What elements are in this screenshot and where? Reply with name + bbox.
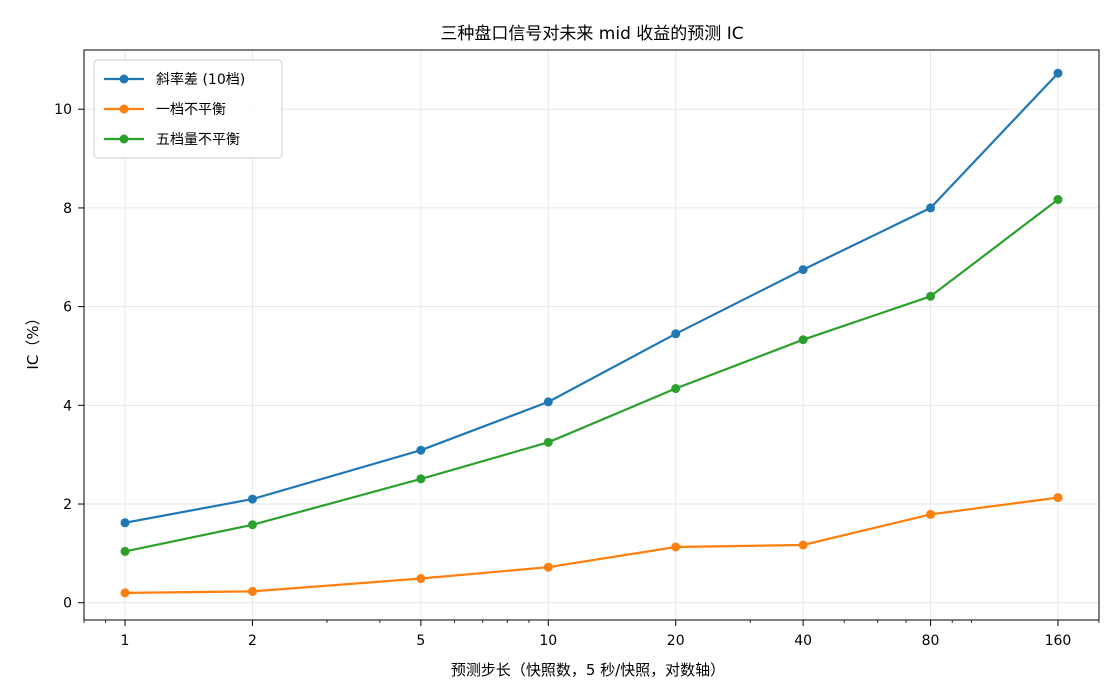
x-tick-label: 20 <box>667 633 685 649</box>
data-point <box>120 588 130 598</box>
legend-label: 一档不平衡 <box>156 102 226 118</box>
data-point <box>1053 68 1063 78</box>
legend-marker <box>119 134 129 144</box>
data-point <box>798 540 808 550</box>
series-1 <box>120 493 1063 598</box>
data-point <box>416 445 426 455</box>
data-point <box>543 562 553 572</box>
data-point <box>798 265 808 275</box>
data-point <box>416 474 426 484</box>
data-point <box>671 542 681 552</box>
data-point <box>247 494 257 504</box>
data-point <box>926 203 936 213</box>
legend-label: 五档量不平衡 <box>156 132 240 148</box>
data-point <box>798 335 808 345</box>
axes: 1 2 5 10 20 40 80 160 0 2 4 6 8 10 <box>54 102 1100 649</box>
data-point <box>247 520 257 530</box>
data-point <box>543 397 553 407</box>
data-point <box>926 509 936 519</box>
data-point <box>416 574 426 584</box>
data-point <box>671 384 681 394</box>
x-tick-label: 160 <box>1045 633 1072 649</box>
data-point <box>120 518 130 528</box>
chart-title: 三种盘口信号对未来 mid 收益的预测 IC <box>440 24 743 44</box>
data-point <box>247 586 257 596</box>
data-point <box>671 329 681 339</box>
x-tick-label: 10 <box>539 633 557 649</box>
data-point <box>926 291 936 301</box>
x-tick-label: 80 <box>922 633 940 649</box>
data-point <box>1053 493 1063 503</box>
data-point <box>1053 195 1063 205</box>
series-0 <box>120 68 1063 528</box>
series-line <box>124 198 1059 553</box>
y-tick-label: 10 <box>54 102 72 118</box>
x-tick-label: 5 <box>416 633 425 649</box>
x-tick-label: 2 <box>248 633 257 649</box>
plot-frame <box>83 49 1100 621</box>
legend-label: 斜率差 (10档) <box>156 71 245 88</box>
legend-marker <box>119 74 129 84</box>
y-tick-label: 0 <box>63 596 72 612</box>
y-axis-title: IC（%） <box>24 310 42 369</box>
data-point <box>120 546 130 556</box>
legend-box <box>93 59 283 159</box>
y-tick-label: 6 <box>63 300 72 316</box>
series-line <box>124 72 1059 524</box>
y-tick-label: 8 <box>63 201 72 217</box>
series-2 <box>120 195 1063 556</box>
legend-marker <box>119 104 129 114</box>
series-line <box>124 496 1059 594</box>
x-tick-label: 40 <box>794 633 812 649</box>
y-tick-label: 2 <box>63 497 72 513</box>
data-point <box>543 437 553 447</box>
y-tick-label: 4 <box>63 398 72 414</box>
x-tick-label: 1 <box>121 633 130 649</box>
series <box>120 68 1063 598</box>
x-axis-title: 预测步长（快照数，5 秒/快照，对数轴） <box>451 661 725 679</box>
